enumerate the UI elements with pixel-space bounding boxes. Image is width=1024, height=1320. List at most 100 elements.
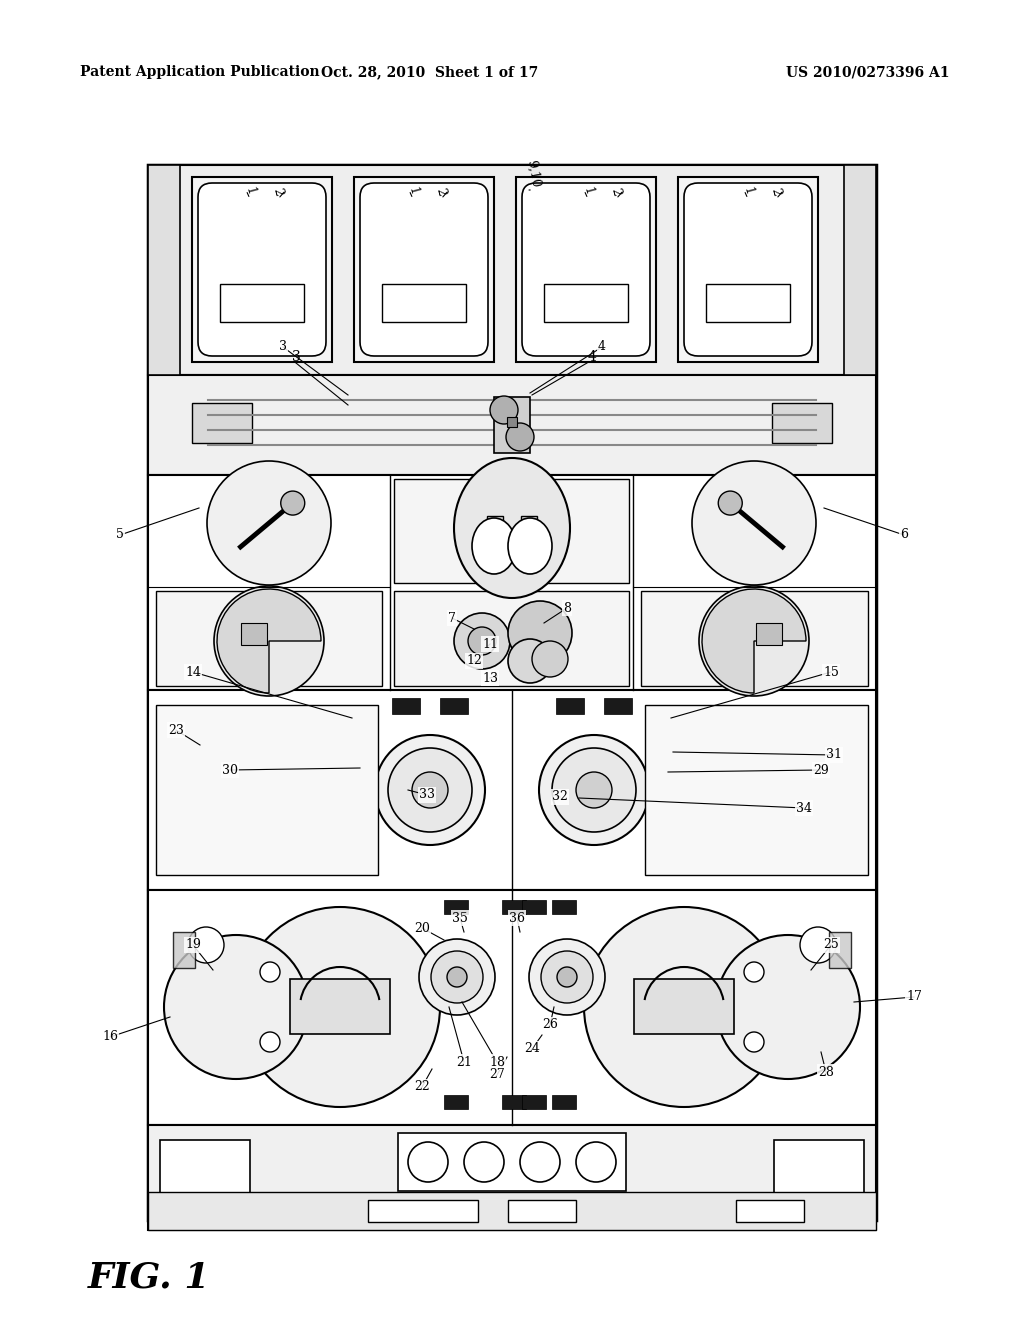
Circle shape bbox=[552, 748, 636, 832]
Circle shape bbox=[575, 1142, 616, 1181]
Bar bbox=[634, 979, 734, 1034]
Circle shape bbox=[164, 935, 308, 1078]
Bar bbox=[844, 165, 876, 375]
Bar bbox=[193, 177, 332, 362]
Bar bbox=[516, 177, 656, 362]
Bar bbox=[394, 591, 629, 686]
Text: 4: 4 bbox=[598, 341, 606, 354]
FancyBboxPatch shape bbox=[522, 183, 650, 356]
Text: 20: 20 bbox=[414, 921, 430, 935]
Circle shape bbox=[188, 927, 224, 964]
Circle shape bbox=[281, 491, 305, 515]
Bar bbox=[193, 403, 252, 444]
Circle shape bbox=[375, 735, 485, 845]
Circle shape bbox=[520, 1142, 560, 1181]
Circle shape bbox=[692, 461, 816, 585]
Circle shape bbox=[529, 939, 605, 1015]
Bar bbox=[148, 165, 876, 1220]
Text: 6: 6 bbox=[900, 528, 908, 541]
Bar bbox=[148, 690, 876, 890]
Ellipse shape bbox=[508, 517, 552, 574]
Circle shape bbox=[575, 772, 612, 808]
Circle shape bbox=[490, 396, 518, 424]
Circle shape bbox=[506, 422, 534, 451]
Circle shape bbox=[412, 772, 449, 808]
Circle shape bbox=[800, 927, 836, 964]
Bar bbox=[508, 1200, 575, 1222]
Bar bbox=[829, 932, 851, 968]
Text: 34: 34 bbox=[796, 801, 812, 814]
Text: 4: 4 bbox=[588, 350, 596, 364]
Bar bbox=[220, 284, 304, 322]
Circle shape bbox=[431, 950, 483, 1003]
Circle shape bbox=[539, 735, 649, 845]
Text: 23: 23 bbox=[168, 723, 184, 737]
Circle shape bbox=[260, 1032, 280, 1052]
Circle shape bbox=[508, 639, 552, 682]
Text: 35: 35 bbox=[452, 912, 468, 924]
Circle shape bbox=[744, 1032, 764, 1052]
Bar bbox=[502, 1096, 526, 1109]
Bar bbox=[641, 591, 868, 686]
Bar bbox=[156, 705, 378, 875]
Text: 11: 11 bbox=[482, 638, 498, 651]
Bar bbox=[382, 284, 466, 322]
Bar bbox=[148, 165, 876, 375]
Text: 19: 19 bbox=[185, 939, 201, 952]
Text: 33: 33 bbox=[419, 788, 435, 801]
FancyBboxPatch shape bbox=[198, 183, 326, 356]
Text: 13: 13 bbox=[482, 672, 498, 685]
Circle shape bbox=[744, 962, 764, 982]
Text: 28: 28 bbox=[818, 1065, 834, 1078]
Circle shape bbox=[454, 612, 510, 669]
Bar bbox=[706, 284, 790, 322]
Bar bbox=[368, 1200, 478, 1222]
Circle shape bbox=[557, 968, 577, 987]
Bar bbox=[494, 397, 530, 453]
Text: 8: 8 bbox=[563, 602, 571, 615]
Text: 22: 22 bbox=[414, 1081, 430, 1093]
Circle shape bbox=[541, 950, 593, 1003]
Text: 15: 15 bbox=[823, 665, 839, 678]
Ellipse shape bbox=[472, 517, 516, 574]
Text: US 2010/0273396 A1: US 2010/0273396 A1 bbox=[786, 65, 950, 79]
Text: 1: 1 bbox=[406, 186, 420, 197]
Bar bbox=[736, 1200, 804, 1222]
Text: 2: 2 bbox=[270, 186, 286, 197]
Bar bbox=[160, 1140, 250, 1212]
Bar bbox=[148, 890, 876, 1125]
Circle shape bbox=[464, 1142, 504, 1181]
Text: 3: 3 bbox=[279, 341, 287, 354]
Bar bbox=[290, 979, 390, 1034]
Bar bbox=[148, 1125, 876, 1230]
Circle shape bbox=[718, 491, 742, 515]
Bar bbox=[148, 375, 876, 475]
Bar bbox=[507, 417, 517, 426]
Text: 26: 26 bbox=[542, 1019, 558, 1031]
Circle shape bbox=[584, 907, 784, 1107]
Bar bbox=[444, 900, 468, 913]
Text: 32: 32 bbox=[552, 791, 568, 804]
Text: 12: 12 bbox=[466, 655, 482, 668]
Circle shape bbox=[408, 1142, 449, 1181]
Bar bbox=[392, 698, 420, 714]
Text: 27: 27 bbox=[489, 1068, 505, 1081]
Circle shape bbox=[260, 962, 280, 982]
Text: FIG. 1: FIG. 1 bbox=[88, 1261, 211, 1295]
Text: 1: 1 bbox=[581, 186, 595, 197]
Bar bbox=[148, 165, 180, 375]
Bar bbox=[552, 900, 575, 913]
Circle shape bbox=[716, 935, 860, 1078]
Bar bbox=[148, 475, 876, 690]
Circle shape bbox=[388, 748, 472, 832]
Bar bbox=[440, 698, 468, 714]
Bar bbox=[645, 705, 868, 875]
Text: 5: 5 bbox=[116, 528, 124, 541]
Bar bbox=[774, 1140, 864, 1212]
Text: 36: 36 bbox=[509, 912, 525, 924]
Bar bbox=[521, 516, 537, 532]
Circle shape bbox=[468, 627, 496, 655]
Wedge shape bbox=[217, 589, 321, 693]
Text: 2: 2 bbox=[769, 186, 783, 197]
Text: 17: 17 bbox=[906, 990, 922, 1003]
